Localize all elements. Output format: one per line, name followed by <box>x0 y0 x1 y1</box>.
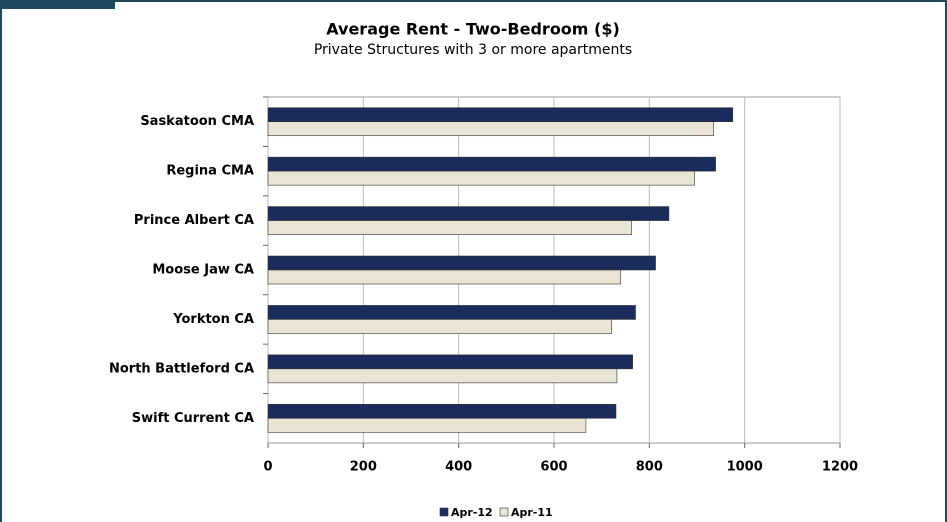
y-tick-label: Swift Current CA <box>132 411 254 426</box>
bar <box>267 206 670 221</box>
bar <box>267 305 636 320</box>
bar <box>267 269 622 285</box>
x-tick-label: 200 <box>350 460 377 475</box>
x-tick-label: 400 <box>445 460 472 475</box>
bar <box>267 220 632 235</box>
legend-label: Apr-12 <box>451 506 493 519</box>
y-tick-label: Saskatoon CMA <box>140 114 254 129</box>
bar <box>267 121 714 137</box>
legend-label: Apr-11 <box>511 506 553 519</box>
bar <box>267 156 716 172</box>
bar <box>267 319 612 334</box>
x-tick-label: 0 <box>263 460 272 475</box>
y-tick-label: Yorkton CA <box>172 312 254 327</box>
bar <box>267 403 617 419</box>
legend-swatch <box>499 507 509 517</box>
bar <box>267 368 618 384</box>
bar <box>267 417 587 433</box>
corner-tab <box>0 0 115 9</box>
x-tick-label: 1000 <box>727 460 763 475</box>
x-tick-label: 1200 <box>822 460 858 475</box>
x-tick-label: 600 <box>540 460 567 475</box>
y-tick-label: Moose Jaw CA <box>152 263 254 278</box>
bar <box>267 170 695 186</box>
x-tick-label: 800 <box>636 460 663 475</box>
bar <box>267 107 734 123</box>
chart-title: Average Rent - Two-Bedroom ($) <box>326 20 620 39</box>
bar <box>267 255 656 271</box>
bar <box>267 354 633 370</box>
legend-swatch <box>439 507 449 517</box>
y-tick-label: North Battleford CA <box>109 361 254 376</box>
y-tick-label: Prince Albert CA <box>134 213 254 228</box>
chart-subtitle: Private Structures with 3 or more apartm… <box>314 42 632 58</box>
y-tick-label: Regina CMA <box>166 164 254 179</box>
